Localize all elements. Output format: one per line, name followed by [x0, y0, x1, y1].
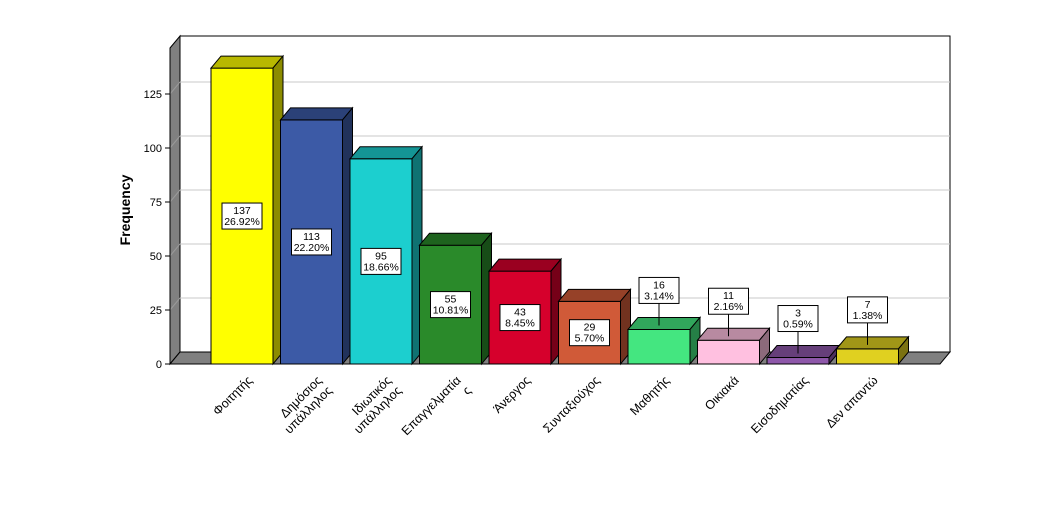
data-label-percent: 26.92% [224, 216, 260, 228]
data-label-count: 95 [375, 250, 387, 262]
x-axis-category-labels: Φοιτητής Δημόσιοςυπάλληλος Ιδιωτικόςυπάλλη… [210, 373, 881, 448]
x-category-label: Φοιτητής [210, 373, 255, 418]
bar-top [209, 55, 285, 69]
data-label-count: 137 [233, 205, 251, 217]
data-label-count: 11 [723, 290, 734, 302]
data-label-count: 55 [445, 294, 457, 306]
grid-line-side [169, 81, 181, 95]
bar [765, 344, 841, 366]
data-label-percent: 2.16% [714, 301, 744, 313]
y-tick-label: 0 [156, 359, 162, 371]
x-category-label: Συνταξιούχος [540, 373, 602, 435]
data-label-box [291, 228, 332, 256]
bar-top [418, 232, 493, 246]
data-label-count: 29 [584, 322, 596, 334]
bar-top [348, 146, 424, 160]
data-label-box [221, 202, 263, 230]
data-label-percent: 1.38% [853, 310, 883, 322]
data-label-box [499, 304, 541, 332]
data-label: 112.16% [708, 287, 749, 337]
grid-line-side [169, 189, 181, 203]
y-tick-label: 125 [144, 89, 162, 101]
data-label-box [569, 319, 610, 347]
bar-front [766, 357, 830, 365]
grid-line-side [169, 243, 181, 257]
bar-top [487, 258, 563, 272]
data-label: 295.70% [569, 319, 610, 347]
data-label-box [360, 247, 402, 275]
bar-side [759, 326, 770, 366]
data-label-percent: 18.66% [363, 261, 399, 273]
data-label-count: 3 [795, 308, 801, 320]
bar-top [696, 327, 771, 341]
data-label-box [708, 287, 749, 315]
data-label-count: 16 [653, 279, 665, 291]
x-category-label: Οικιακά [702, 373, 742, 413]
bar-front [697, 339, 760, 365]
y-axis: 0 25 50 75 100 125 [144, 48, 171, 371]
data-label: 438.45% [499, 304, 541, 332]
y-tick-label: 50 [150, 251, 162, 263]
bar-top [279, 107, 354, 121]
data-label-count: 43 [514, 307, 526, 319]
data-label-percent: 8.45% [505, 318, 535, 330]
bar-top [765, 345, 841, 359]
y-axis-label: Frequency [117, 174, 133, 245]
data-label: 163.14% [638, 276, 680, 326]
bar-top [626, 316, 702, 330]
data-label-count: 113 [303, 231, 320, 243]
data-label-box [777, 305, 819, 333]
bar [696, 326, 771, 366]
data-label-box [430, 291, 471, 319]
x-category-label: Δημόσιοςυπάλληλος [272, 373, 335, 436]
x-category-label: Δεν απαντώ [823, 373, 881, 431]
x-category-label: Εισοδηματίας [748, 373, 811, 436]
data-label-count: 7 [865, 299, 871, 311]
x-category-label: Επαγγελματίας [399, 373, 474, 448]
data-label-box [638, 276, 680, 304]
data-label-percent: 5.70% [575, 333, 605, 345]
bar [835, 335, 910, 366]
grid-line-side [169, 135, 181, 149]
bar [626, 316, 702, 366]
y-tick-label: 25 [150, 305, 162, 317]
bar-top [557, 288, 632, 302]
y-tick-label: 75 [150, 197, 162, 209]
y-tick-label: 100 [144, 143, 162, 155]
bar-side [898, 335, 909, 366]
data-label: 71.38% [847, 296, 888, 345]
grid-line-side [169, 297, 181, 311]
x-category-label: Μαθητής [627, 373, 672, 418]
bar-front [836, 348, 899, 365]
data-label-box [847, 296, 888, 324]
x-category-label: Ιδιωτικόςυπάλληλος [341, 373, 404, 436]
data-label-percent: 3.14% [644, 290, 674, 302]
bar-front [627, 328, 691, 365]
data-label-percent: 10.81% [433, 305, 469, 317]
data-label-percent: 22.20% [294, 242, 330, 254]
bar-top [835, 336, 910, 350]
data-label: 30.59% [777, 305, 819, 354]
data-label-percent: 0.59% [783, 319, 813, 331]
x-category-label: Άνεργος [491, 373, 534, 416]
